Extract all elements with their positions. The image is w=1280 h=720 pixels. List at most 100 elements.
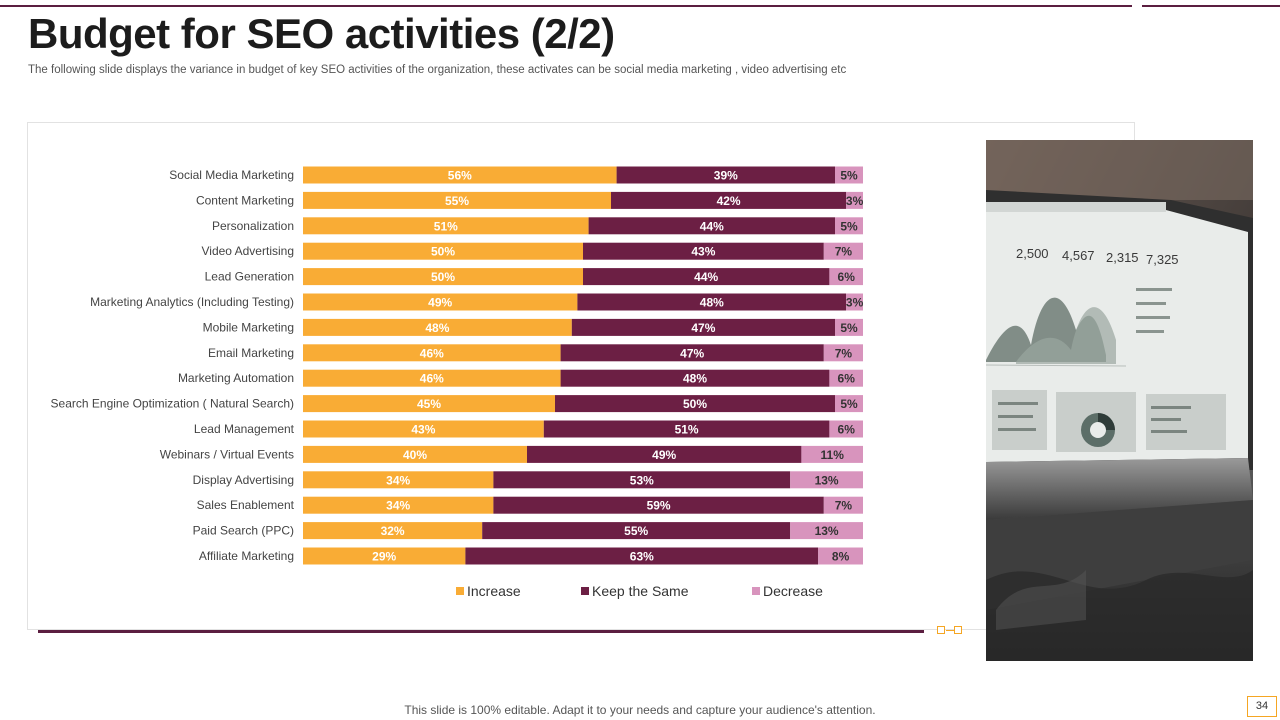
data-label: 47% bbox=[680, 346, 704, 360]
data-label: 6% bbox=[838, 423, 856, 437]
data-label: 50% bbox=[431, 270, 455, 284]
bar-decrease bbox=[823, 242, 863, 260]
legend-swatch-decrease bbox=[752, 587, 760, 595]
data-label: 6% bbox=[838, 270, 856, 284]
category-label: Marketing Automation bbox=[178, 371, 294, 385]
data-label: 34% bbox=[386, 473, 410, 487]
data-label: 55% bbox=[624, 524, 648, 538]
data-label: 50% bbox=[431, 245, 455, 259]
data-label: 6% bbox=[838, 372, 856, 386]
bar-keep-the-same bbox=[527, 445, 802, 463]
page-number: 34 bbox=[1247, 696, 1277, 717]
page-title: Budget for SEO activities (2/2) bbox=[28, 10, 615, 57]
laptop-stat-4: 7,325 bbox=[1146, 252, 1179, 267]
data-label: 7% bbox=[835, 499, 853, 513]
bar-increase bbox=[303, 547, 466, 565]
bar-decrease bbox=[835, 395, 863, 413]
bar-increase bbox=[303, 268, 583, 286]
laptop-analytics-photo: 2,500 4,567 2,315 7,325 bbox=[986, 140, 1253, 661]
legend-label: Increase bbox=[467, 583, 521, 599]
bar-keep-the-same bbox=[611, 191, 847, 209]
bar-increase bbox=[303, 522, 483, 540]
bar-keep-the-same bbox=[560, 369, 830, 387]
category-label: Email Marketing bbox=[208, 346, 294, 360]
category-label: Display Advertising bbox=[193, 473, 294, 487]
bar-keep-the-same bbox=[543, 420, 830, 438]
data-label: 47% bbox=[691, 321, 715, 335]
bar-increase bbox=[303, 420, 544, 438]
data-label: 46% bbox=[420, 346, 444, 360]
data-label: 13% bbox=[815, 473, 839, 487]
category-label: Personalization bbox=[212, 219, 294, 233]
category-label: Lead Generation bbox=[205, 270, 294, 284]
data-label: 5% bbox=[840, 397, 858, 411]
bar-decrease bbox=[790, 522, 863, 540]
category-label: Marketing Analytics (Including Testing) bbox=[90, 295, 294, 309]
data-label: 48% bbox=[700, 296, 724, 310]
laptop-stat-2: 4,567 bbox=[1062, 248, 1095, 263]
bar-keep-the-same bbox=[560, 344, 824, 362]
bottom-divider-line bbox=[38, 630, 924, 633]
bar-decrease bbox=[790, 471, 863, 489]
category-label: Paid Search (PPC) bbox=[193, 524, 294, 538]
decorative-square-right bbox=[954, 626, 962, 634]
bar-decrease bbox=[835, 318, 863, 336]
bar-decrease bbox=[823, 496, 863, 514]
data-label: 44% bbox=[700, 219, 724, 233]
bar-keep-the-same bbox=[482, 522, 791, 540]
data-label: 13% bbox=[815, 524, 839, 538]
bar-decrease bbox=[829, 268, 863, 286]
data-label: 59% bbox=[647, 499, 671, 513]
bar-decrease bbox=[818, 547, 863, 565]
data-label: 32% bbox=[381, 524, 405, 538]
footer-note: This slide is 100% editable. Adapt it to… bbox=[404, 703, 876, 717]
data-label: 56% bbox=[448, 169, 472, 183]
data-label: 8% bbox=[832, 550, 850, 564]
data-label: 7% bbox=[835, 245, 853, 259]
bar-increase bbox=[303, 318, 572, 336]
bar-decrease bbox=[835, 166, 863, 184]
bar-increase bbox=[303, 369, 561, 387]
page-subtitle: The following slide displays the varianc… bbox=[28, 64, 847, 76]
bar-decrease bbox=[846, 293, 863, 311]
category-label: Search Engine Optimization ( Natural Sea… bbox=[51, 397, 294, 411]
data-label: 5% bbox=[840, 321, 858, 335]
bar-decrease bbox=[846, 191, 863, 209]
bar-increase bbox=[303, 445, 527, 463]
bar-increase bbox=[303, 217, 589, 235]
bar-increase bbox=[303, 242, 583, 260]
data-label: 44% bbox=[694, 270, 718, 284]
bar-increase bbox=[303, 395, 555, 413]
bar-keep-the-same bbox=[465, 547, 819, 565]
category-label: Mobile Marketing bbox=[203, 320, 294, 334]
data-label: 48% bbox=[425, 321, 449, 335]
bar-increase bbox=[303, 496, 494, 514]
category-label: Webinars / Virtual Events bbox=[160, 447, 294, 461]
bar-decrease bbox=[823, 344, 863, 362]
bar-keep-the-same bbox=[555, 395, 835, 413]
data-label: 43% bbox=[691, 245, 715, 259]
bar-keep-the-same bbox=[571, 318, 835, 336]
bar-decrease bbox=[835, 217, 863, 235]
bar-keep-the-same bbox=[493, 496, 824, 514]
category-label: Content Marketing bbox=[196, 193, 294, 207]
data-label: 40% bbox=[403, 448, 427, 462]
laptop-photo-illustration: 2,500 4,567 2,315 7,325 bbox=[986, 140, 1253, 661]
data-label: 53% bbox=[630, 473, 654, 487]
data-label: 49% bbox=[428, 296, 452, 310]
bar-increase bbox=[303, 471, 494, 489]
legend-swatch-increase bbox=[456, 587, 464, 595]
legend-swatch-keep-the-same bbox=[581, 587, 589, 595]
bar-decrease bbox=[829, 369, 863, 387]
bar-keep-the-same bbox=[577, 293, 847, 311]
data-label: 48% bbox=[683, 372, 707, 386]
bar-decrease bbox=[829, 420, 863, 438]
category-label: Sales Enablement bbox=[197, 498, 295, 512]
bar-keep-the-same bbox=[583, 242, 824, 260]
bar-keep-the-same bbox=[583, 268, 830, 286]
legend-label: Decrease bbox=[763, 583, 823, 599]
data-label: 5% bbox=[840, 169, 858, 183]
legend-label: Keep the Same bbox=[592, 583, 689, 599]
data-label: 29% bbox=[372, 550, 396, 564]
data-label: 46% bbox=[420, 372, 444, 386]
